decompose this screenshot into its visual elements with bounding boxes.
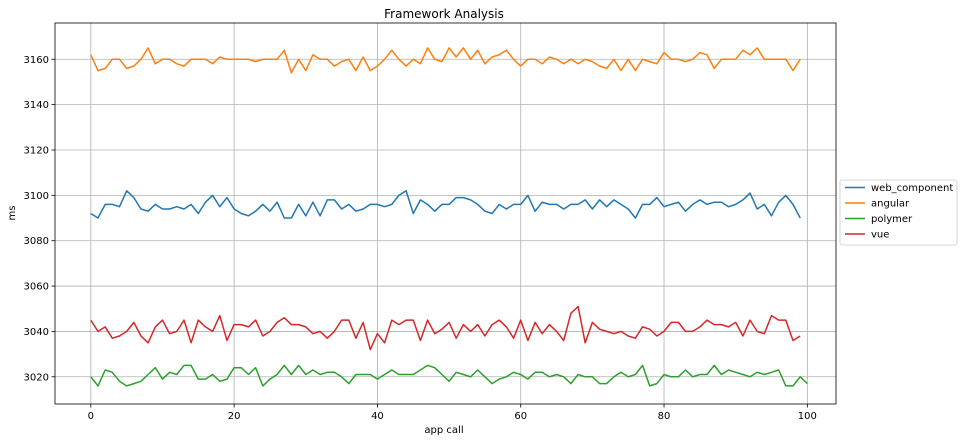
- series-line-angular: [90, 47, 801, 74]
- x-tick-label: 20: [228, 411, 241, 422]
- grid-lines: [55, 23, 836, 404]
- y-tick-label: 3080: [24, 236, 49, 247]
- legend-label: vue: [871, 230, 889, 241]
- series-line-polymer: [90, 364, 808, 387]
- chart-title: Framework Analysis: [384, 7, 504, 21]
- y-tick-label: 3040: [24, 327, 49, 338]
- legend-label: web_component: [871, 183, 953, 194]
- y-axis-label: ms: [7, 206, 18, 221]
- x-tick-label: 80: [658, 411, 671, 422]
- x-ticks: 0 20 40 60 80 100: [88, 404, 817, 422]
- x-tick-label: 60: [514, 411, 527, 422]
- x-axis-label: app call: [424, 425, 463, 436]
- series-line-web-component: [90, 190, 801, 219]
- x-tick-label: 100: [798, 411, 817, 422]
- x-tick-label: 0: [88, 411, 94, 422]
- legend-label: angular: [871, 199, 910, 210]
- legend-frame: [839, 179, 958, 246]
- series-line-vue: [90, 305, 801, 351]
- legend-label: polymer: [871, 214, 913, 225]
- y-tick-label: 3120: [24, 146, 49, 157]
- y-tick-label: 3100: [24, 191, 49, 202]
- y-tick-label: 3140: [24, 100, 49, 111]
- y-tick-label: 3160: [24, 55, 49, 66]
- x-tick-label: 40: [371, 411, 384, 422]
- y-tick-label: 3020: [24, 372, 49, 383]
- plot-area-frame: [54, 22, 837, 405]
- y-tick-label: 3060: [24, 282, 49, 293]
- y-ticks: 3020 3040 3060 3080 3100 3120 3140 3160: [24, 55, 55, 383]
- series-lines: [90, 47, 808, 387]
